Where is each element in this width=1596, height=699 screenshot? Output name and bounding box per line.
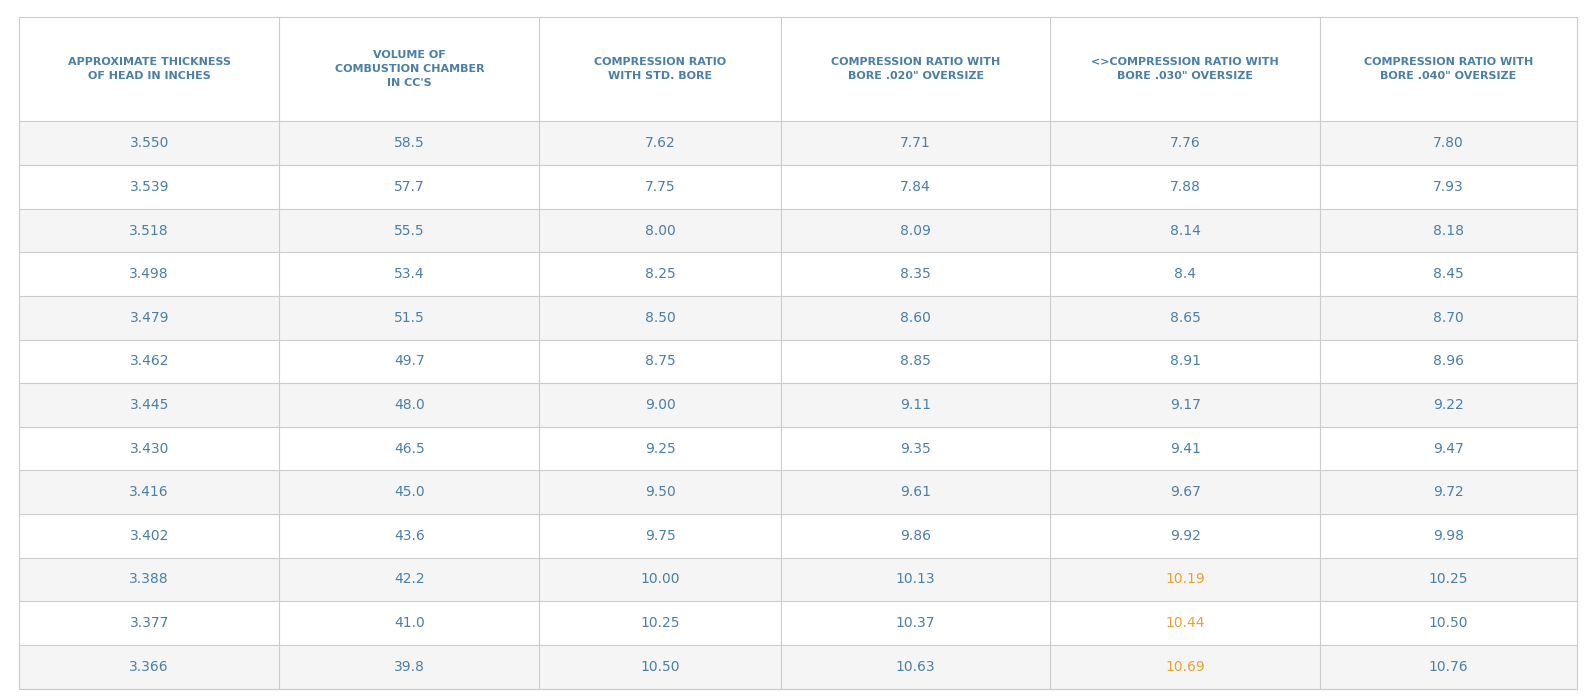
Text: 10.00: 10.00: [640, 572, 680, 586]
Text: 8.18: 8.18: [1433, 224, 1464, 238]
Text: 10.69: 10.69: [1165, 660, 1205, 674]
Text: 39.8: 39.8: [394, 660, 425, 674]
Text: 9.22: 9.22: [1433, 398, 1464, 412]
Text: 49.7: 49.7: [394, 354, 425, 368]
Text: 41.0: 41.0: [394, 616, 425, 630]
Text: 9.00: 9.00: [645, 398, 675, 412]
Text: 3.430: 3.430: [129, 442, 169, 456]
Text: 3.462: 3.462: [129, 354, 169, 368]
Text: <>COMPRESSION RATIO WITH
BORE .030" OVERSIZE: <>COMPRESSION RATIO WITH BORE .030" OVER…: [1092, 57, 1278, 82]
Text: 8.45: 8.45: [1433, 267, 1464, 281]
Text: 3.539: 3.539: [129, 180, 169, 194]
Text: 9.72: 9.72: [1433, 485, 1464, 499]
Text: 9.17: 9.17: [1170, 398, 1200, 412]
Text: 9.35: 9.35: [900, 442, 930, 456]
Text: 3.518: 3.518: [129, 224, 169, 238]
Text: 10.25: 10.25: [640, 616, 680, 630]
Text: 8.14: 8.14: [1170, 224, 1200, 238]
Text: 3.388: 3.388: [129, 572, 169, 586]
Text: 8.96: 8.96: [1433, 354, 1464, 368]
Text: 7.62: 7.62: [645, 136, 675, 150]
Text: 51.5: 51.5: [394, 311, 425, 325]
Text: 7.80: 7.80: [1433, 136, 1464, 150]
Text: 8.00: 8.00: [645, 224, 675, 238]
Text: 8.70: 8.70: [1433, 311, 1464, 325]
Text: 3.445: 3.445: [129, 398, 169, 412]
Text: 10.50: 10.50: [1428, 616, 1468, 630]
Bar: [19, 296, 1577, 340]
Text: 9.67: 9.67: [1170, 485, 1200, 499]
Text: 7.88: 7.88: [1170, 180, 1200, 194]
Text: 3.498: 3.498: [129, 267, 169, 281]
Text: 9.61: 9.61: [900, 485, 930, 499]
Text: 10.37: 10.37: [895, 616, 935, 630]
Text: 42.2: 42.2: [394, 572, 425, 586]
Text: 8.91: 8.91: [1170, 354, 1200, 368]
Text: 7.93: 7.93: [1433, 180, 1464, 194]
Text: 9.92: 9.92: [1170, 529, 1200, 543]
Text: 3.416: 3.416: [129, 485, 169, 499]
Bar: [19, 427, 1577, 470]
Text: 8.60: 8.60: [900, 311, 930, 325]
Text: 8.09: 8.09: [900, 224, 930, 238]
Text: 8.50: 8.50: [645, 311, 675, 325]
Text: 10.50: 10.50: [640, 660, 680, 674]
Text: 55.5: 55.5: [394, 224, 425, 238]
Text: 8.85: 8.85: [900, 354, 930, 368]
Text: 8.35: 8.35: [900, 267, 930, 281]
Text: 9.25: 9.25: [645, 442, 675, 456]
Text: 8.75: 8.75: [645, 354, 675, 368]
Text: APPROXIMATE THICKNESS
OF HEAD IN INCHES: APPROXIMATE THICKNESS OF HEAD IN INCHES: [67, 57, 231, 82]
Text: 58.5: 58.5: [394, 136, 425, 150]
Text: 46.5: 46.5: [394, 442, 425, 456]
Text: 8.25: 8.25: [645, 267, 675, 281]
Bar: [19, 558, 1577, 601]
Text: 10.13: 10.13: [895, 572, 935, 586]
Bar: [19, 165, 1577, 209]
Text: 8.4: 8.4: [1175, 267, 1195, 281]
Text: VOLUME OF
COMBUSTION CHAMBER
IN CC'S: VOLUME OF COMBUSTION CHAMBER IN CC'S: [335, 50, 484, 89]
Text: 9.75: 9.75: [645, 529, 675, 543]
Text: 7.76: 7.76: [1170, 136, 1200, 150]
Text: 9.47: 9.47: [1433, 442, 1464, 456]
Text: 9.11: 9.11: [900, 398, 930, 412]
Bar: [19, 122, 1577, 165]
Text: 48.0: 48.0: [394, 398, 425, 412]
Text: 57.7: 57.7: [394, 180, 425, 194]
Text: 10.25: 10.25: [1428, 572, 1468, 586]
Text: 3.550: 3.550: [129, 136, 169, 150]
Bar: [19, 340, 1577, 383]
Bar: [19, 645, 1577, 689]
Text: 3.402: 3.402: [129, 529, 169, 543]
Text: 3.479: 3.479: [129, 311, 169, 325]
Text: 9.41: 9.41: [1170, 442, 1200, 456]
Text: 10.19: 10.19: [1165, 572, 1205, 586]
Text: 43.6: 43.6: [394, 529, 425, 543]
Text: 3.366: 3.366: [129, 660, 169, 674]
Text: 8.65: 8.65: [1170, 311, 1200, 325]
Bar: [19, 514, 1577, 558]
Bar: [19, 17, 1577, 122]
Text: 3.377: 3.377: [129, 616, 169, 630]
Text: 7.71: 7.71: [900, 136, 930, 150]
Text: 53.4: 53.4: [394, 267, 425, 281]
Text: 9.98: 9.98: [1433, 529, 1464, 543]
Bar: [19, 470, 1577, 514]
Bar: [19, 252, 1577, 296]
Text: 10.44: 10.44: [1165, 616, 1205, 630]
Text: 45.0: 45.0: [394, 485, 425, 499]
Bar: [19, 601, 1577, 645]
Text: 7.84: 7.84: [900, 180, 930, 194]
Text: 10.63: 10.63: [895, 660, 935, 674]
Bar: [19, 209, 1577, 252]
Text: COMPRESSION RATIO WITH
BORE .040" OVERSIZE: COMPRESSION RATIO WITH BORE .040" OVERSI…: [1363, 57, 1534, 82]
Text: COMPRESSION RATIO WITH
BORE .020" OVERSIZE: COMPRESSION RATIO WITH BORE .020" OVERSI…: [832, 57, 1001, 82]
Text: 7.75: 7.75: [645, 180, 675, 194]
Text: COMPRESSION RATIO
WITH STD. BORE: COMPRESSION RATIO WITH STD. BORE: [594, 57, 726, 82]
Text: 9.50: 9.50: [645, 485, 675, 499]
Bar: [19, 383, 1577, 427]
Text: 9.86: 9.86: [900, 529, 930, 543]
Text: 10.76: 10.76: [1428, 660, 1468, 674]
